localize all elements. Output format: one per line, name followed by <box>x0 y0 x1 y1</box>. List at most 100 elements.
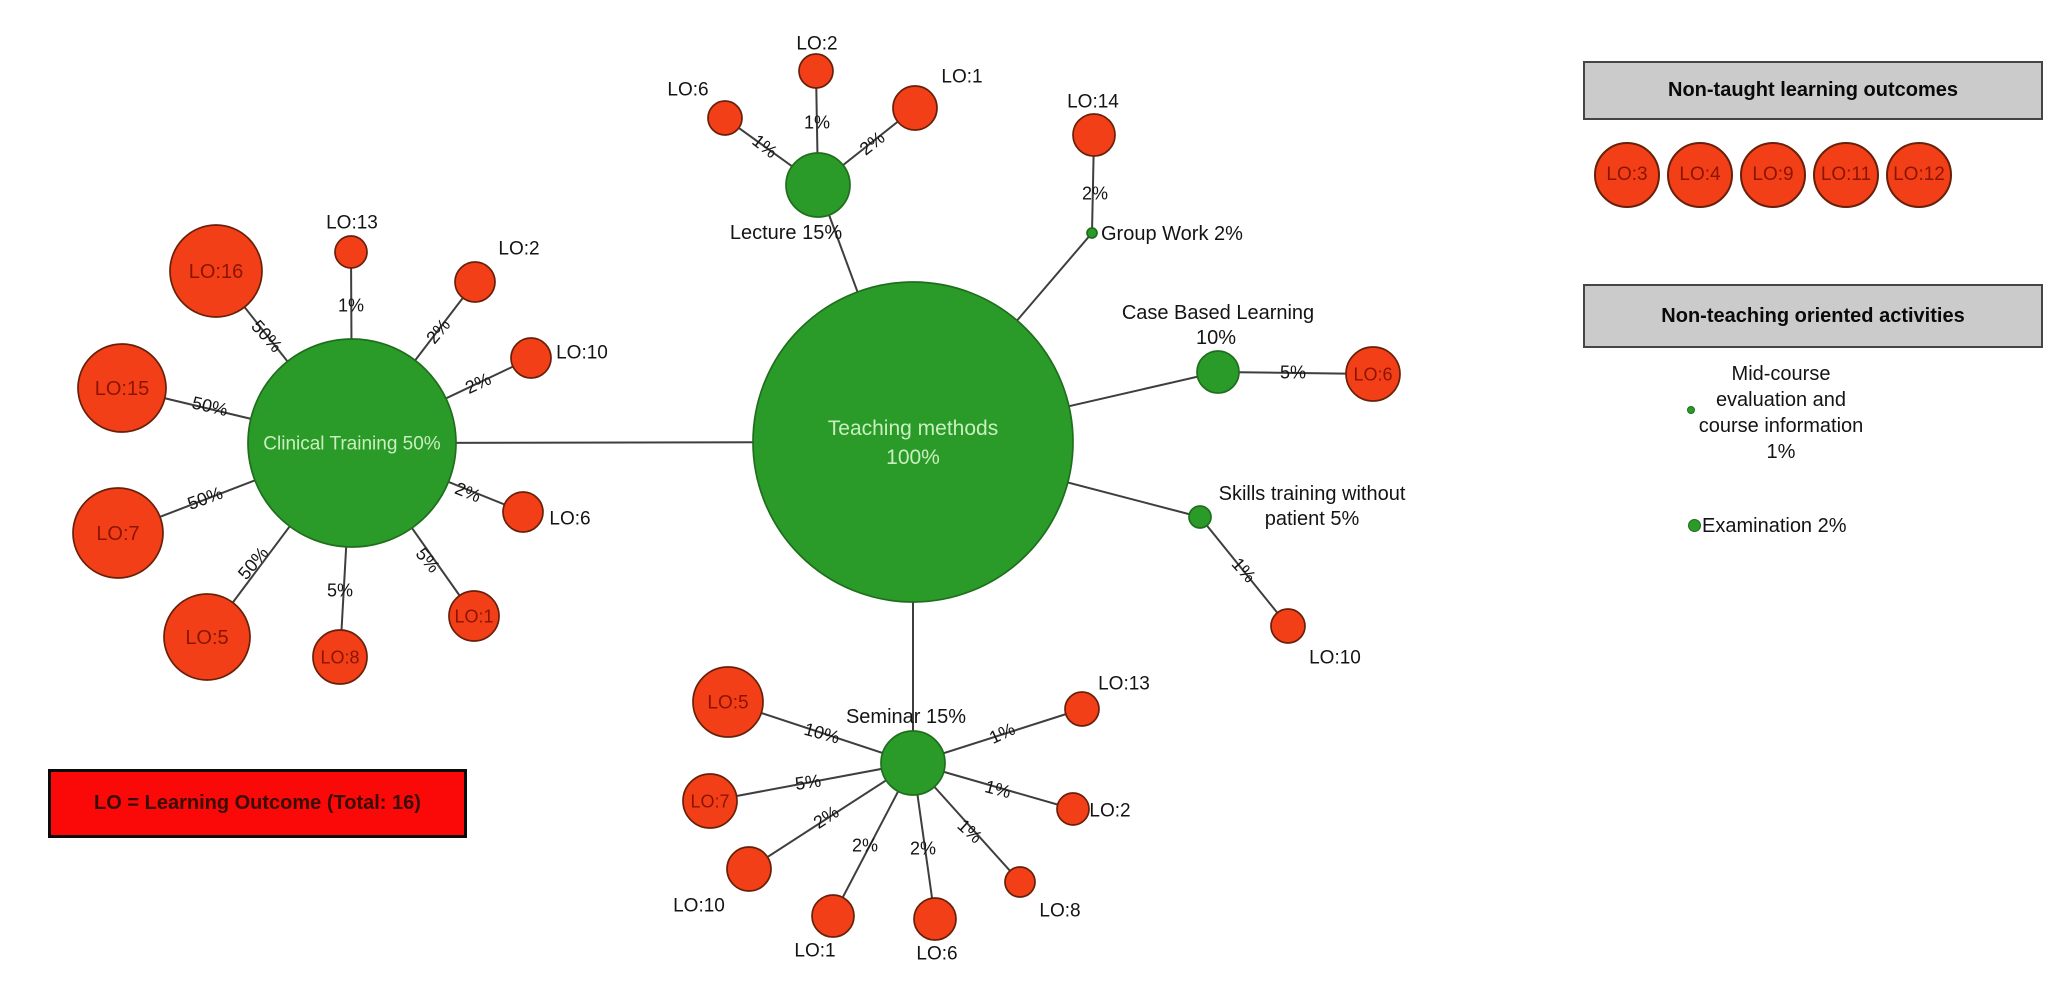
node-ct-lo10 <box>510 337 552 379</box>
method-label: patient 5% <box>1265 508 1360 530</box>
node-label-teaching-methods: 100% <box>886 446 940 469</box>
node-case-based-learning <box>1196 350 1240 394</box>
lo-label: LO:2 <box>796 34 837 55</box>
node-gw-lo14 <box>1072 113 1116 157</box>
lo-legend-box: LO = Learning Outcome (Total: 16) <box>48 769 467 838</box>
method-label: 10% <box>1196 327 1236 349</box>
mid-course-activity-label: Mid-course evaluation and course informa… <box>1698 363 1864 463</box>
lo-label: LO:13 <box>1098 674 1150 695</box>
lo-label: LO:1 <box>794 941 835 962</box>
edge-pct-label: 1% <box>953 815 986 847</box>
edge-pct-label: 10% <box>802 719 842 748</box>
examination-activity-label: Examination 2% <box>1702 515 1847 537</box>
non-taught-lo-circle: LO:9 <box>1740 142 1806 208</box>
edge-pct-label: 2% <box>422 315 454 348</box>
edge-skills-training-sk-lo10 <box>1199 516 1289 627</box>
lo-label: LO:1 <box>941 67 982 88</box>
node-sem-lo13 <box>1064 691 1100 727</box>
node-ct-lo2 <box>454 261 496 303</box>
node-cb-lo6 <box>1345 346 1401 402</box>
non-teaching-panel-title-text: Non-teaching oriented activities <box>1661 304 1965 327</box>
edge-pct-label: 1% <box>804 112 830 132</box>
node-label-ct-lo8: LO:8 <box>320 647 359 667</box>
edge-pct-label: 5% <box>412 544 444 577</box>
non-taught-panel-title-text: Non-taught learning outcomes <box>1668 79 1958 101</box>
non-taught-lo-circle: LO:3 <box>1594 142 1660 208</box>
edge-pct-label: 2% <box>910 838 936 858</box>
lo-label: LO:14 <box>1067 92 1119 113</box>
edge-pct-label: 2% <box>1082 183 1108 203</box>
node-ct-lo13 <box>334 235 368 269</box>
non-teaching-panel-title: Non-teaching oriented activities <box>1583 284 2043 348</box>
edge-pct-label: 50% <box>190 392 230 420</box>
node-label-ct-lo5: LO:5 <box>185 627 228 649</box>
node-sem-lo8 <box>1004 866 1036 898</box>
node-label-ct-lo7: LO:7 <box>96 523 139 545</box>
node-skills-training <box>1188 505 1212 529</box>
node-ct-lo8 <box>312 629 368 685</box>
node-label-ct-lo15: LO:15 <box>95 378 149 400</box>
edge-pct-label: 1% <box>986 719 1018 748</box>
edge-pct-label: 1% <box>338 295 364 315</box>
node-lec-lo6 <box>707 100 743 136</box>
lo-legend-text: LO = Learning Outcome (Total: 16) <box>94 792 421 814</box>
lo-label: LO:6 <box>549 509 590 530</box>
node-seminar <box>880 730 946 796</box>
lo-label: LO:8 <box>1039 901 1080 922</box>
node-label-teaching-methods: Teaching methods <box>828 417 998 440</box>
node-group-work <box>1086 227 1098 239</box>
node-ct-lo7 <box>72 487 164 579</box>
node-lec-lo1 <box>892 85 938 131</box>
lo-label: LO:10 <box>673 896 725 917</box>
non-taught-circles: LO:3 LO:4 LO:9 LO:11 LO:12 <box>1594 142 1952 208</box>
node-label-ct-lo1: LO:1 <box>454 606 493 626</box>
edge-pct-label: 2% <box>852 835 878 855</box>
node-ct-lo6 <box>502 491 544 533</box>
lo-label: LO:2 <box>1089 801 1130 822</box>
examination-dot-icon <box>1688 519 1701 532</box>
method-label: Skills training without <box>1219 483 1406 505</box>
edge-pct-label: 50% <box>185 483 226 514</box>
method-label: Group Work 2% <box>1101 223 1243 245</box>
node-lecture <box>785 152 851 218</box>
lo-label: LO:2 <box>498 239 539 260</box>
non-taught-lo-circle: LO:12 <box>1886 142 1952 208</box>
node-clinical-training <box>247 338 457 548</box>
edge-pct-label: 1% <box>748 130 781 162</box>
non-taught-panel-title: Non-taught learning outcomes <box>1583 61 2043 120</box>
edge-pct-label: 1% <box>983 776 1013 802</box>
method-label: Seminar 15% <box>846 706 966 728</box>
edge-pct-label: 5% <box>1280 362 1306 382</box>
node-ct-lo1 <box>448 590 500 642</box>
lo-label: LO:6 <box>667 80 708 101</box>
lo-label: LO:10 <box>1309 648 1361 669</box>
node-sem-lo7 <box>682 773 738 829</box>
node-sem-lo2 <box>1056 792 1090 826</box>
non-taught-lo-circle: LO:11 <box>1813 142 1879 208</box>
node-label-clinical-training: Clinical Training 50% <box>263 434 441 455</box>
edge-seminar-sem-lo7 <box>709 762 914 802</box>
node-teaching-methods <box>752 281 1074 603</box>
node-ct-lo16 <box>169 224 263 318</box>
method-label: Case Based Learning <box>1122 302 1314 324</box>
edge-pct-label: 2% <box>452 478 484 506</box>
node-label-ct-lo16: LO:16 <box>189 261 243 283</box>
edge-pct-label: 5% <box>794 771 823 794</box>
lo-label: LO:13 <box>326 213 378 234</box>
node-label-sem-lo5: LO:5 <box>707 693 748 714</box>
node-lec-lo2 <box>798 53 834 89</box>
edge-pct-label: 2% <box>462 369 494 398</box>
edge-pct-label: 50% <box>247 316 286 356</box>
method-label: Lecture 15% <box>730 222 843 244</box>
node-sem-lo6 <box>913 897 957 941</box>
node-sk-lo10 <box>1270 608 1306 644</box>
node-ct-lo5 <box>163 593 251 681</box>
edge-pct-label: 50% <box>234 543 272 583</box>
node-sem-lo10 <box>726 846 772 892</box>
edge-pct-label: 5% <box>327 580 353 600</box>
node-ct-lo15 <box>77 343 167 433</box>
node-sem-lo5 <box>692 666 764 738</box>
node-sem-lo1 <box>811 894 855 938</box>
